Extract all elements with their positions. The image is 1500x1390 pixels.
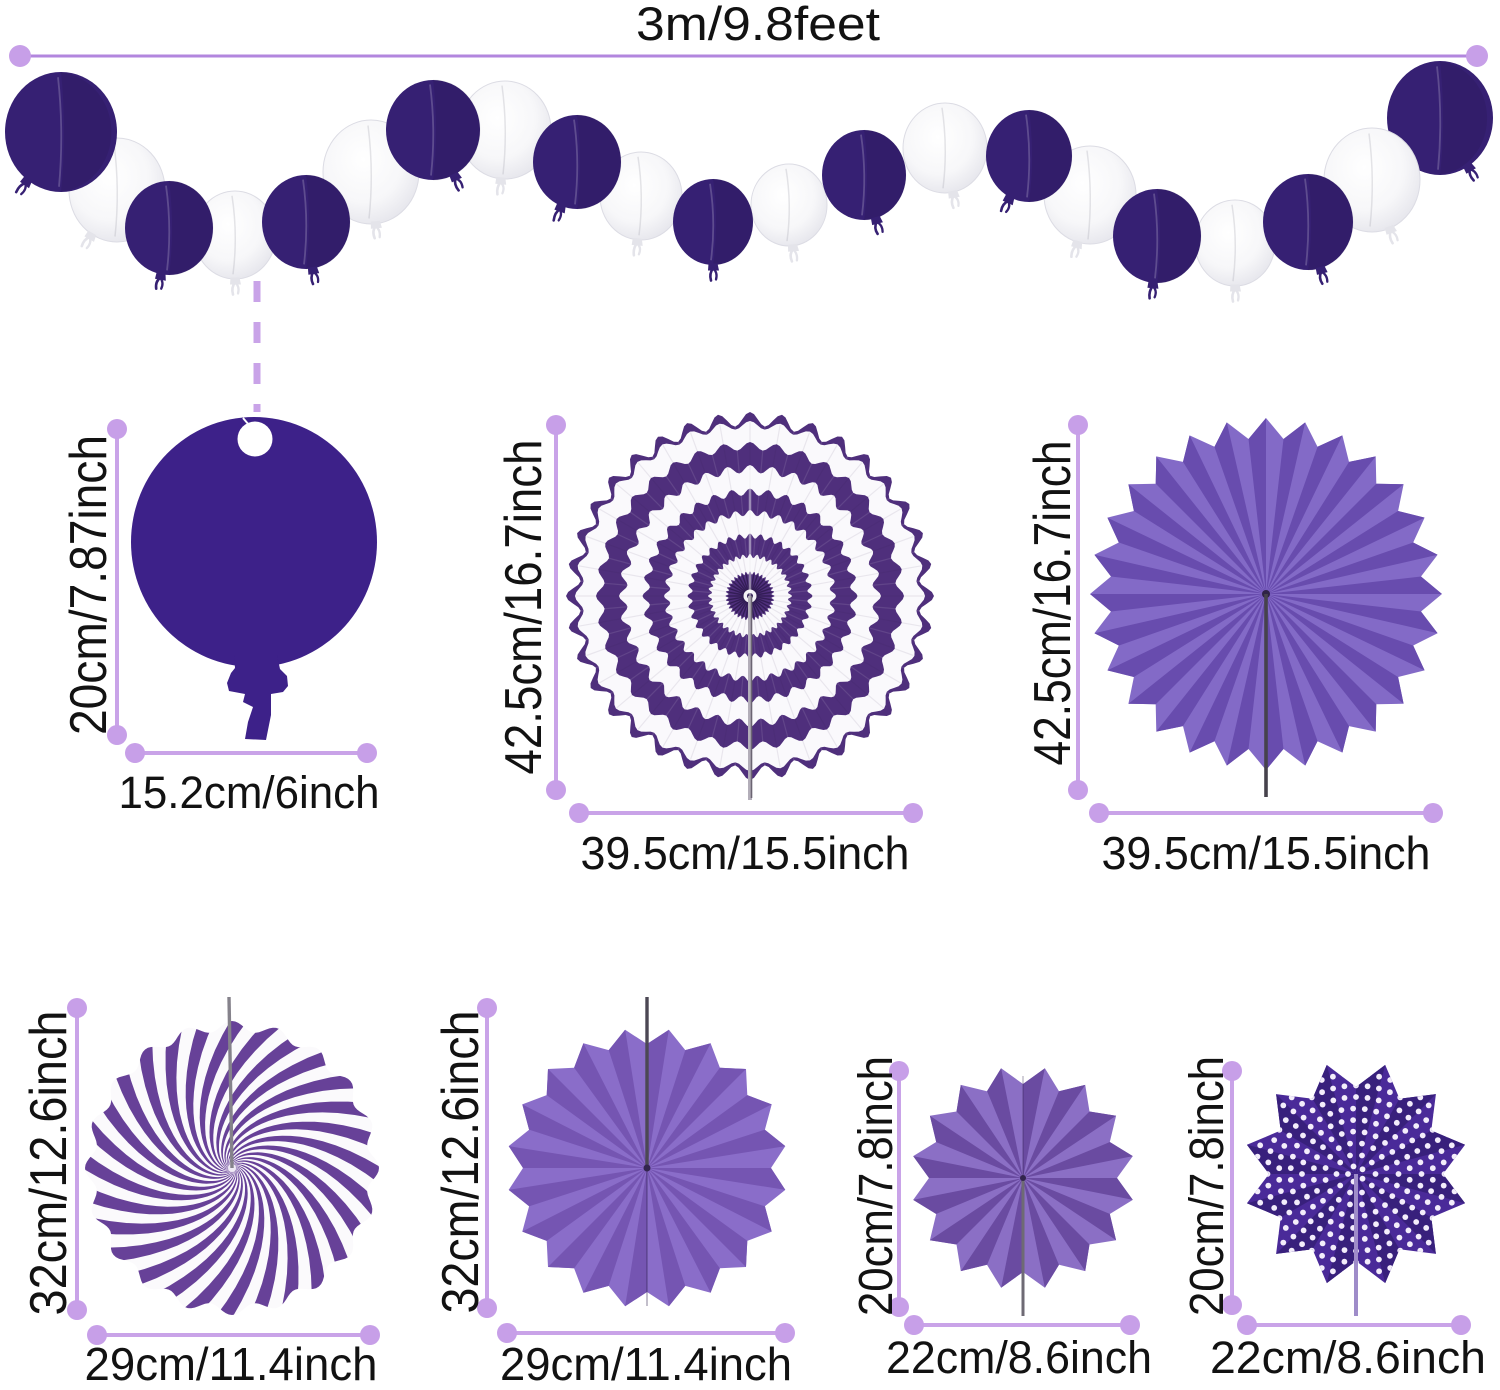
svg-text:39.5cm/15.5inch: 39.5cm/15.5inch: [581, 827, 910, 879]
svg-text:32cm/12.6inch: 32cm/12.6inch: [20, 1011, 78, 1316]
svg-text:32cm/12.6inch: 32cm/12.6inch: [432, 1011, 490, 1314]
svg-text:20cm/7.87inch: 20cm/7.87inch: [60, 435, 118, 735]
svg-text:20cm/7.8inch: 20cm/7.8inch: [850, 1056, 903, 1316]
svg-text:29cm/11.4inch: 29cm/11.4inch: [500, 1338, 792, 1385]
svg-text:42.5cm/16.7inch: 42.5cm/16.7inch: [495, 440, 553, 775]
svg-text:15.2cm/6inch: 15.2cm/6inch: [119, 767, 380, 818]
svg-text:20cm/7.8inch: 20cm/7.8inch: [1181, 1056, 1234, 1316]
svg-text:29cm/11.4inch: 29cm/11.4inch: [85, 1338, 378, 1385]
svg-text:39.5cm/15.5inch: 39.5cm/15.5inch: [1102, 827, 1431, 879]
svg-text:42.5cm/16.7inch: 42.5cm/16.7inch: [1024, 441, 1082, 766]
svg-text:22cm/8.6inch: 22cm/8.6inch: [1210, 1332, 1486, 1383]
svg-text:22cm/8.6inch: 22cm/8.6inch: [886, 1332, 1152, 1383]
svg-text:3m/9.8feet: 3m/9.8feet: [636, 0, 880, 50]
